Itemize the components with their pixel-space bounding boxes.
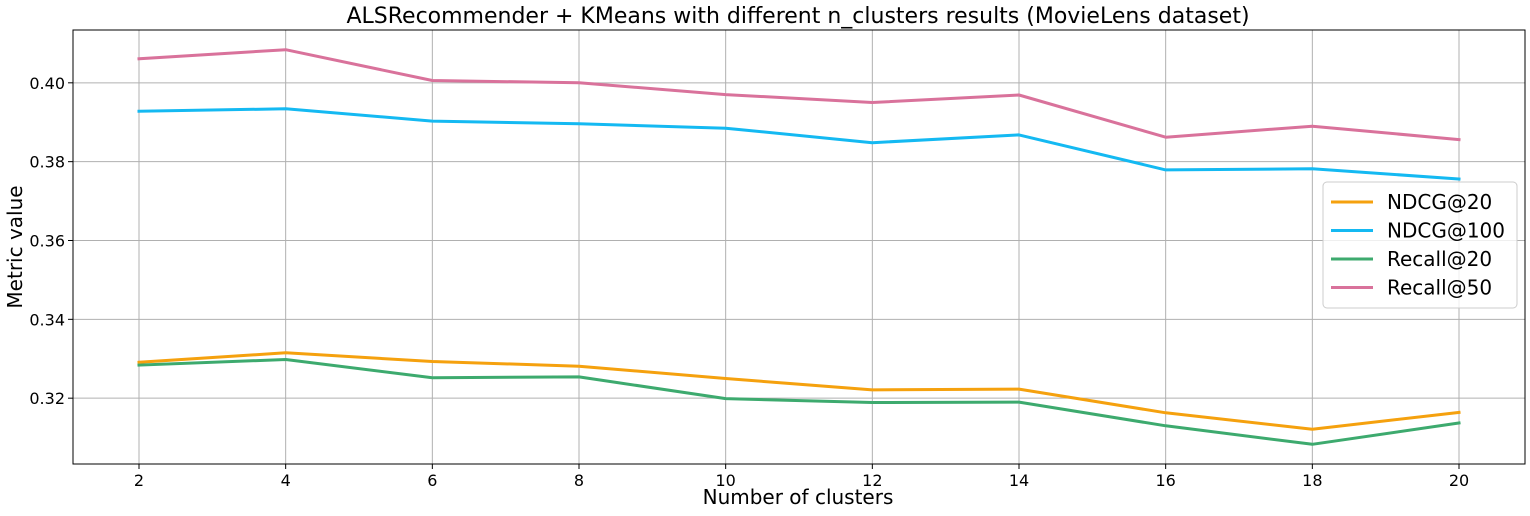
x-tick-label: 2: [134, 471, 144, 490]
chart-title: ALSRecommender + KMeans with different n…: [346, 4, 1249, 29]
legend-label: Recall@50: [1387, 276, 1492, 300]
x-tick-label: 18: [1302, 471, 1322, 490]
y-tick-label: 0.36: [29, 231, 65, 250]
y-tick-label: 0.32: [29, 389, 65, 408]
legend-label: NDCG@20: [1387, 190, 1492, 214]
y-tick-label: 0.40: [29, 74, 65, 93]
series-line-ndcg-100: [137, 107, 1461, 181]
y-tick-label: 0.34: [29, 310, 65, 329]
x-axis-label: Number of clusters: [703, 485, 894, 509]
series-line-ndcg-20: [137, 351, 1461, 431]
x-tick-label: 16: [1155, 471, 1175, 490]
x-tick-label: 4: [281, 471, 291, 490]
series-lines: [137, 48, 1461, 446]
series-line-recall-20: [137, 358, 1461, 446]
plot-frame: [72, 29, 1526, 465]
y-tick-label: 0.38: [29, 153, 65, 172]
y-axis-label: Metric value: [3, 185, 27, 308]
x-tick-label: 12: [862, 471, 882, 490]
legend: NDCG@20 NDCG@100 Recall@20 Recall@50: [1322, 181, 1518, 309]
x-tick-label: 6: [427, 471, 437, 490]
legend-label: NDCG@100: [1387, 219, 1505, 243]
legend-label: Recall@20: [1387, 247, 1492, 271]
grid: [73, 30, 1525, 464]
x-tick-label: 14: [1009, 471, 1029, 490]
legend-box: [1322, 181, 1518, 309]
series-line-recall-50: [137, 48, 1461, 142]
axis-ticks: 2 4 6 8 10 12 14 16 18 20 0.32 0.34 0.36 0.38 0.40: [29, 74, 1469, 490]
x-tick-label: 8: [574, 471, 584, 490]
x-tick-label: 10: [715, 471, 735, 490]
x-tick-label: 20: [1449, 471, 1469, 490]
